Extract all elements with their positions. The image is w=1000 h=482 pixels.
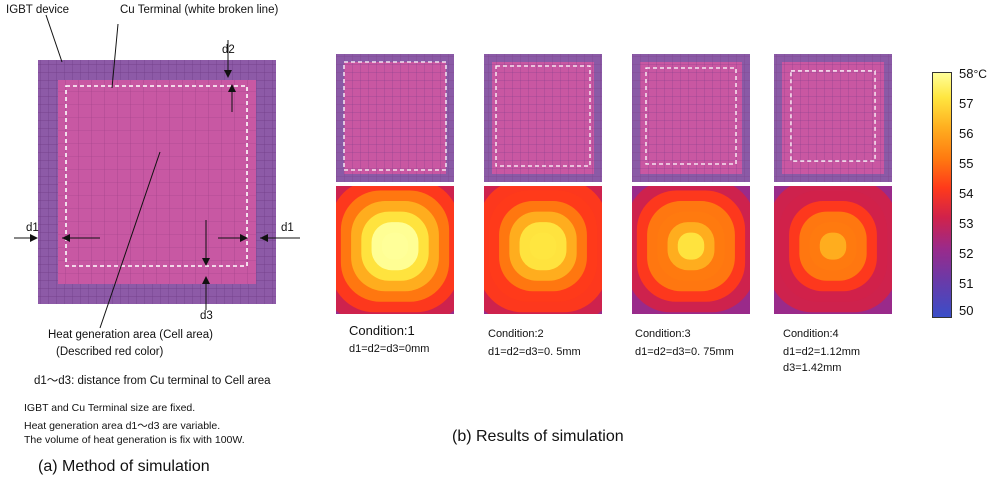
d1-right-label: d1 xyxy=(281,222,294,234)
colorbar-gradient xyxy=(932,72,952,318)
colorbar-tick-52: 52 xyxy=(959,246,974,261)
colorbar-tick-53: 53 xyxy=(959,216,974,231)
condition-1-param: d1=d2=d3=0mm xyxy=(349,343,430,355)
condition-3-title: Condition:3 xyxy=(635,328,691,340)
condition-4-param-1: d1=d2=1.12mm xyxy=(783,346,861,358)
condition-3-layout xyxy=(632,54,750,182)
colorbar-tick-54: 54 xyxy=(959,186,974,201)
igbt-device-label: IGBT device xyxy=(6,4,70,16)
heat-area-note: (Described red color) xyxy=(56,346,164,358)
cu-terminal-label: Cu Terminal (white broken line) xyxy=(120,4,279,16)
condition-4-thermal-map xyxy=(774,186,892,314)
condition-3-thermal-map xyxy=(632,186,750,314)
heat-area-label: Heat generation area (Cell area) xyxy=(48,329,213,341)
note-2: Heat generation area d1〜d3 are variable. xyxy=(24,420,221,432)
cu-terminal-outline xyxy=(65,85,248,267)
colorbar-tick-57: 57 xyxy=(959,96,974,111)
condition-1-title: Condition:1 xyxy=(349,323,415,338)
condition-4-layout xyxy=(774,54,892,182)
colorbar-tick-55: 55 xyxy=(959,156,974,171)
d1-left-label: d1 xyxy=(26,222,39,234)
d3-label: d3 xyxy=(200,310,213,322)
condition-2-title: Condition:2 xyxy=(488,328,544,340)
colorbar-tick-50: 50 xyxy=(959,303,974,318)
condition-4-param-2: d3=1.42mm xyxy=(783,362,842,374)
note-3: The volume of heat generation is fix wit… xyxy=(24,434,245,446)
d2-label: d2 xyxy=(222,44,235,56)
colorbar-tick-56: 56 xyxy=(959,126,974,141)
method-caption: (a) Method of simulation xyxy=(38,458,210,475)
condition-2-thermal-map xyxy=(484,186,602,314)
condition-2-layout xyxy=(484,54,602,182)
results-caption: (b) Results of simulation xyxy=(452,428,624,445)
distance-note: d1〜d3: distance from Cu terminal to Cell… xyxy=(34,375,271,387)
condition-4-title: Condition:4 xyxy=(783,328,839,340)
condition-1-thermal-map xyxy=(336,186,454,314)
colorbar-unit: °C xyxy=(973,67,987,81)
colorbar-tick-51: 51 xyxy=(959,276,974,291)
condition-3-param: d1=d2=d3=0. 75mm xyxy=(635,346,734,358)
condition-1-layout xyxy=(336,54,454,182)
colorbar-tick-58: 58°C xyxy=(959,66,987,81)
condition-2-param: d1=d2=d3=0. 5mm xyxy=(488,346,581,358)
note-1: IGBT and Cu Terminal size are fixed. xyxy=(24,402,196,414)
